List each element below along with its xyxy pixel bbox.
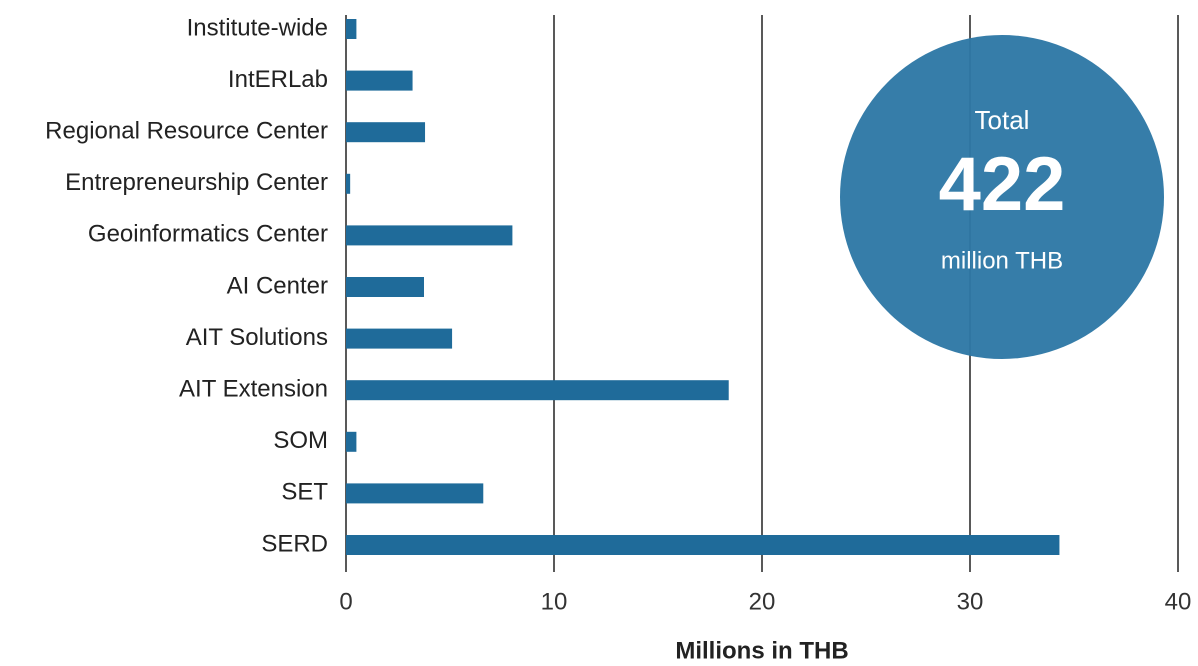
bar [346, 277, 424, 297]
bar [346, 19, 357, 39]
y-tick-label: SOM [273, 427, 328, 454]
y-tick-label: AIT Extension [179, 376, 328, 403]
x-tick-label: 30 [957, 588, 984, 615]
x-tick-label: 40 [1165, 588, 1192, 615]
y-tick-label: Institute-wide [187, 14, 328, 41]
bar [346, 122, 426, 143]
total-label: Total [975, 105, 1030, 135]
bar [346, 483, 484, 504]
total-value: 422 [939, 142, 1066, 227]
y-tick-label: Regional Resource Center [45, 118, 328, 145]
bar [346, 70, 413, 91]
x-tick-label: 0 [339, 588, 352, 615]
x-tick-label: 20 [749, 588, 776, 615]
bar [346, 431, 357, 452]
bar [346, 173, 351, 194]
y-tick-label: AIT Solutions [186, 324, 328, 351]
bar [346, 225, 513, 246]
bar [346, 535, 1060, 555]
bar [346, 380, 729, 401]
total-bubble [840, 35, 1164, 359]
bar [346, 328, 453, 349]
y-tick-label: Geoinformatics Center [88, 221, 328, 248]
y-tick-label: SET [281, 479, 328, 506]
y-tick-label: SERD [261, 530, 328, 557]
y-tick-label: AI Center [227, 272, 328, 299]
y-tick-label: IntERLab [228, 66, 328, 93]
x-axis-title: Millions in THB [675, 637, 848, 664]
total-unit: million THB [941, 247, 1063, 274]
y-tick-label: Entrepreneurship Center [65, 169, 328, 196]
x-tick-label: 10 [541, 588, 568, 615]
